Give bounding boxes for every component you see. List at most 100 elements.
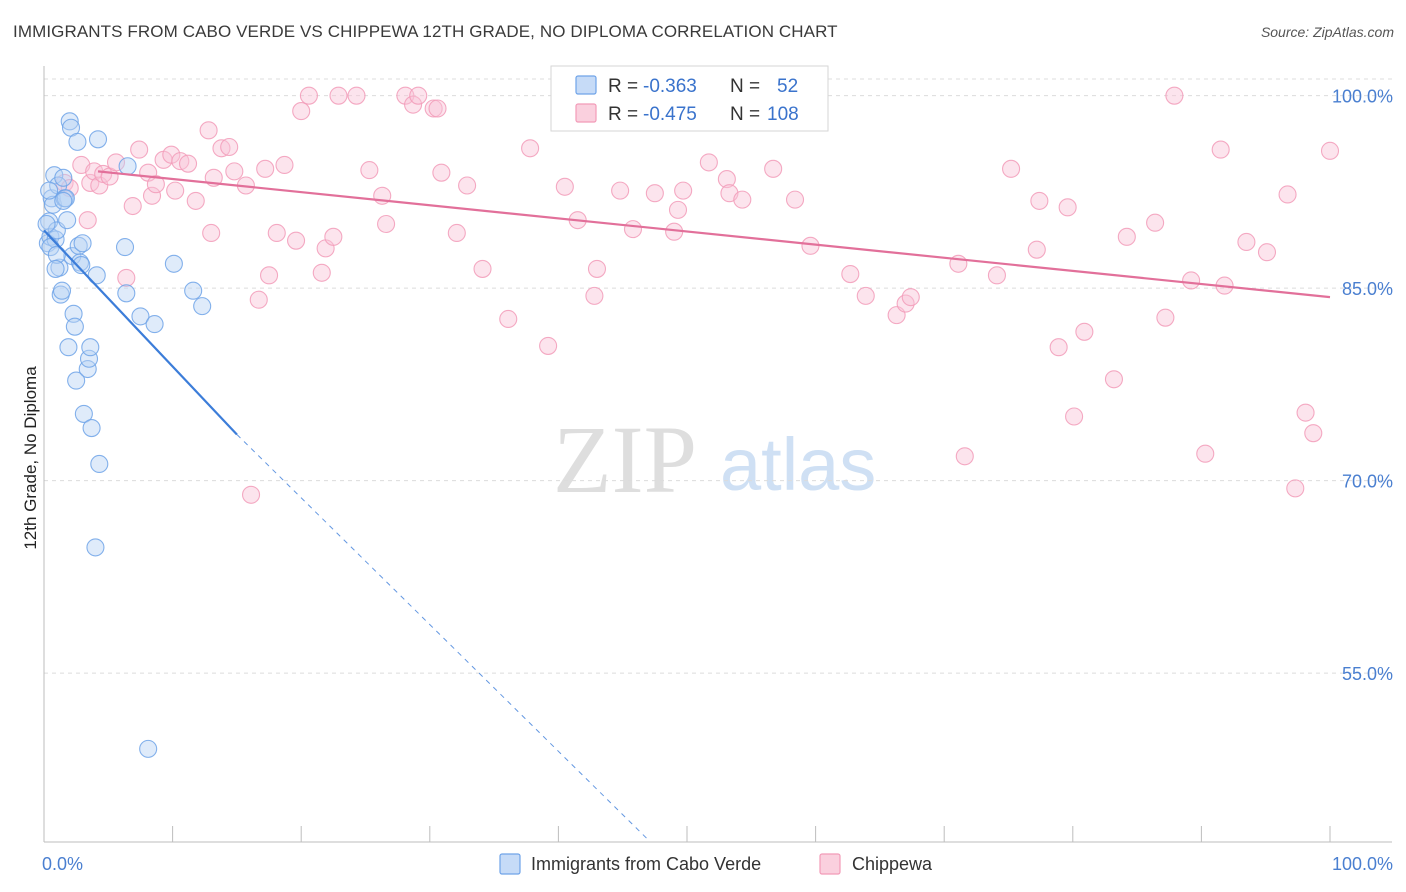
cabo-verde-point	[118, 157, 137, 176]
stats-swatch-cabo	[575, 75, 597, 95]
chippewa-point	[166, 181, 185, 200]
chippewa-point	[78, 211, 97, 230]
x-tick-label: 100.0%	[1332, 854, 1393, 874]
chippewa-point	[299, 86, 318, 105]
chippewa-point	[1257, 243, 1277, 262]
chippewa-point	[287, 231, 306, 250]
y-tick-label: 85.0%	[1342, 279, 1393, 299]
chippewa-point	[521, 139, 540, 158]
chippewa-point	[225, 162, 244, 181]
cabo-verde-point	[73, 234, 92, 253]
stats-n-label-chippewa: N =	[730, 104, 760, 125]
chippewa-point	[785, 190, 805, 209]
chippewa-point	[1002, 159, 1021, 178]
legend-label-chippewa: Chippewa	[852, 854, 933, 874]
trend-lines	[43, 170, 1331, 841]
chippewa-point	[901, 288, 920, 307]
chippewa-point	[1165, 86, 1184, 105]
cabo-verde-point	[74, 404, 93, 423]
chippewa-point	[499, 309, 518, 329]
cabo-verde-point	[46, 259, 65, 278]
chippewa-point	[1320, 141, 1340, 160]
chippewa-point	[1146, 213, 1165, 232]
x-tick-labels: 0.0% 100.0%	[42, 854, 1393, 874]
chippewa-point	[130, 140, 149, 159]
chippewa-point	[146, 175, 165, 194]
cabo-verde-point	[82, 418, 101, 438]
chippewa-point	[162, 145, 181, 164]
cabo-verde-point	[72, 256, 91, 275]
chippewa-point	[623, 220, 643, 239]
chippewa-point	[674, 181, 693, 200]
chippewa-point	[699, 153, 718, 172]
cabo-verde-point	[59, 338, 78, 357]
chippewa-point	[539, 336, 558, 355]
chippewa-point	[1211, 140, 1230, 159]
y-tick-labels: 55.0% 70.0% 85.0% 100.0%	[1332, 87, 1393, 685]
chippewa-point	[432, 163, 451, 182]
chippewa-point	[458, 176, 477, 195]
cabo-verde-point	[68, 132, 87, 151]
chippewa-point	[585, 286, 604, 305]
chippewa-point	[1304, 424, 1323, 443]
cabo-verde-points	[37, 112, 212, 758]
chippewa-point	[202, 223, 221, 243]
chippewa-point	[347, 86, 366, 105]
cabo-verde-point	[145, 315, 164, 334]
chippewa-point	[275, 155, 294, 175]
cabo-verde-point	[52, 281, 72, 300]
cabo-verde-point	[184, 281, 203, 300]
chippewa-point	[1027, 240, 1046, 259]
chippewa-point	[199, 121, 218, 140]
cabo-verde-point	[115, 238, 135, 257]
chippewa-point	[249, 290, 268, 309]
cabo-verde-point	[131, 307, 150, 326]
chippewa-point	[267, 223, 286, 243]
chippewa-point	[424, 99, 443, 118]
stats-n-label-cabo: N =	[730, 76, 760, 97]
cabo-verde-point	[193, 297, 212, 316]
cabo-verde-point	[56, 189, 75, 208]
chippewa-trend-line	[97, 170, 1331, 299]
watermark-atlas: atlas	[720, 423, 876, 506]
legend-swatch-chippewa	[819, 853, 841, 875]
cabo-verde-point	[67, 371, 86, 390]
stats-swatch-chippewa	[575, 103, 597, 123]
chippewa-point	[1075, 322, 1094, 341]
chippewa-point	[1117, 227, 1136, 246]
chippewa-point	[1058, 198, 1077, 217]
cabo-verde-point	[79, 349, 99, 368]
chippewa-point	[987, 266, 1006, 285]
chippewa-point	[220, 137, 239, 157]
chippewa-point	[587, 259, 607, 278]
cabo-verde-point	[87, 266, 106, 285]
chippewa-point	[241, 485, 261, 504]
chippewa-point	[142, 186, 162, 205]
chippewa-point	[256, 159, 275, 178]
cabo-verde-point	[58, 211, 77, 230]
chippewa-point	[409, 86, 428, 105]
chippewa-point	[733, 190, 752, 209]
chippewa-point	[324, 227, 343, 246]
chippewa-point	[117, 268, 136, 287]
y-tick-label: 100.0%	[1332, 87, 1393, 107]
chippewa-points	[55, 86, 1340, 504]
cabo-verde-point	[88, 130, 108, 149]
cabo-verde-point	[40, 181, 59, 200]
chippewa-point	[1237, 232, 1256, 252]
chippewa-point	[360, 161, 379, 180]
legend-label-cabo: Immigrants from Cabo Verde	[531, 854, 761, 874]
bottom-legend: Immigrants from Cabo Verde Chippewa	[499, 853, 933, 875]
stats-r-label-cabo: R =	[608, 76, 638, 97]
cabo-verde-point	[86, 538, 105, 557]
chippewa-point	[645, 184, 664, 203]
chippewa-point	[1296, 403, 1315, 422]
cabo-verde-point	[47, 245, 66, 264]
chippewa-point	[1065, 407, 1084, 426]
y-tick-label: 70.0%	[1342, 472, 1393, 492]
chippewa-point	[1196, 444, 1215, 463]
cabo-verde-point	[65, 317, 84, 336]
stats-r-value-chippewa: -0.475	[643, 104, 697, 125]
source-label: Source: ZipAtlas.com	[1260, 24, 1394, 40]
